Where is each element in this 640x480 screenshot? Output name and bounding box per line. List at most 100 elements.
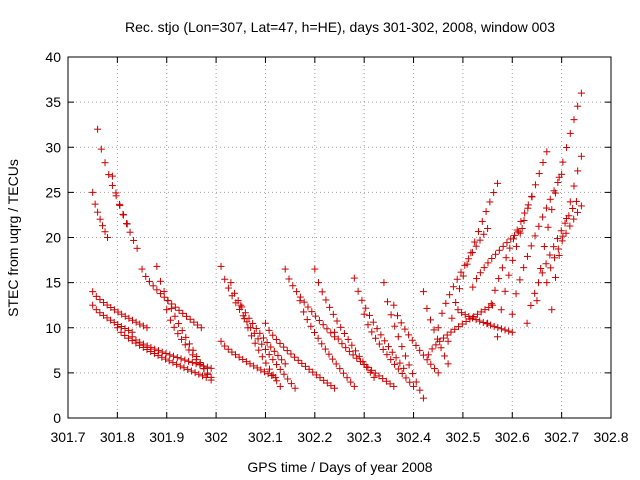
data-point <box>262 359 270 367</box>
data-point <box>251 339 259 347</box>
data-point <box>138 265 146 273</box>
data-point <box>438 309 446 317</box>
data-point <box>481 306 489 314</box>
data-point <box>287 380 295 388</box>
data-point <box>368 366 376 374</box>
data-point <box>224 284 232 292</box>
data-point <box>423 304 431 312</box>
data-point <box>314 334 322 342</box>
data-point <box>554 178 562 186</box>
data-point <box>458 320 466 328</box>
data-point <box>100 298 108 306</box>
data-point <box>484 319 492 327</box>
data-point <box>149 282 157 290</box>
data-point <box>384 343 392 351</box>
data-point <box>258 340 266 348</box>
data-point <box>569 204 577 212</box>
data-point <box>539 213 547 221</box>
data-point <box>528 192 536 200</box>
data-point <box>353 354 361 362</box>
data-point <box>462 317 470 325</box>
data-point <box>531 232 539 240</box>
data-point <box>416 386 424 394</box>
data-point <box>263 339 271 347</box>
x-tick-label: 301.7 <box>50 429 85 445</box>
data-point <box>531 181 539 189</box>
data-point <box>548 306 556 314</box>
data-point <box>300 308 308 316</box>
data-point <box>132 318 140 326</box>
data-point <box>362 304 370 312</box>
data-point <box>89 288 97 296</box>
data-point <box>265 326 273 334</box>
data-point <box>281 265 289 273</box>
data-point <box>467 249 475 257</box>
data-point <box>563 214 571 222</box>
data-point <box>239 355 247 363</box>
data-point <box>241 309 249 317</box>
data-point <box>542 260 550 268</box>
data-point <box>110 318 118 326</box>
data-point <box>174 330 182 338</box>
data-point <box>333 317 341 325</box>
data-point <box>112 189 120 197</box>
data-point <box>92 292 100 300</box>
data-point <box>419 288 427 296</box>
data-point <box>546 251 554 259</box>
data-point <box>334 335 342 343</box>
data-point <box>136 338 144 346</box>
data-point <box>388 348 396 356</box>
data-point <box>273 377 281 385</box>
data-point <box>521 209 529 217</box>
data-point <box>512 242 520 250</box>
data-point <box>478 217 486 225</box>
data-point <box>320 376 328 384</box>
data-point <box>329 310 337 318</box>
data-point <box>269 356 277 364</box>
data-point <box>400 364 408 372</box>
data-point <box>325 350 333 358</box>
data-point <box>256 329 264 337</box>
data-point <box>424 351 432 359</box>
data-point <box>493 333 501 341</box>
data-point <box>153 286 161 294</box>
y-tick-label: 0 <box>53 410 61 426</box>
data-point <box>161 355 169 363</box>
data-point <box>387 311 395 319</box>
data-point <box>434 324 442 332</box>
data-point <box>323 325 331 333</box>
data-point <box>316 374 324 382</box>
data-point <box>508 328 516 336</box>
data-point <box>228 348 236 356</box>
data-point <box>171 303 179 311</box>
axis-ticks: 301.7 301.8 301.9 302 302.1 302.2 302.3 302.4 30… <box>45 49 628 445</box>
data-point <box>185 340 193 348</box>
data-point <box>497 306 505 314</box>
data-point <box>350 274 358 282</box>
data-point <box>217 262 225 270</box>
data-point <box>494 324 502 332</box>
data-point <box>321 345 329 353</box>
data-point <box>319 321 327 329</box>
data-point <box>382 377 390 385</box>
data-point <box>509 256 517 264</box>
data-point <box>375 340 383 348</box>
data-point <box>298 359 306 367</box>
data-point <box>563 144 571 152</box>
data-point <box>255 346 263 354</box>
data-point <box>342 344 350 352</box>
data-point <box>554 245 562 253</box>
data-point <box>318 288 326 296</box>
data-point <box>312 371 320 379</box>
data-point <box>337 323 345 331</box>
data-point <box>284 375 292 383</box>
data-point <box>472 316 480 324</box>
data-point <box>386 380 394 388</box>
data-point <box>501 326 509 334</box>
data-point <box>327 329 335 337</box>
data-point <box>188 359 196 367</box>
data-point <box>178 327 186 335</box>
data-point <box>479 318 487 326</box>
data-point <box>327 382 335 390</box>
data-point <box>473 275 481 283</box>
